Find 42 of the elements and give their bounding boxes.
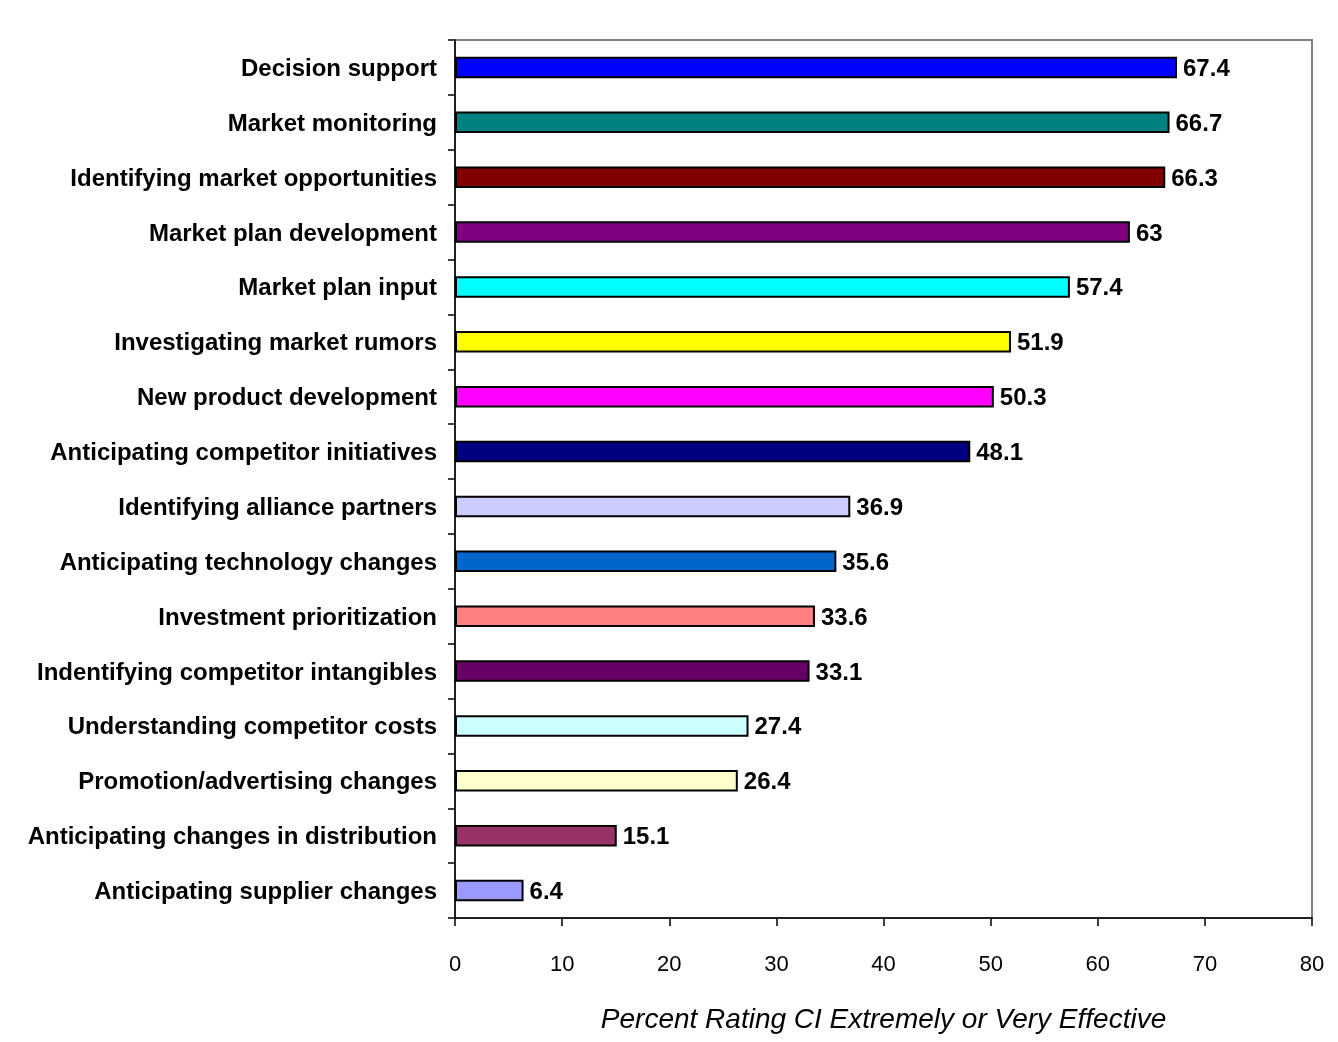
y-tick-label: Understanding competitor costs [67, 712, 437, 740]
x-tick-label: 40 [871, 950, 896, 976]
y-tick-label: Market plan input [238, 273, 437, 301]
data-label: 57.4 [1075, 273, 1124, 301]
y-tick-label: Market monitoring [227, 108, 437, 136]
data-label: 48.1 [976, 438, 1023, 466]
data-label: 66.3 [1171, 163, 1218, 191]
data-label: 35.6 [842, 547, 890, 575]
y-tick-label: Market plan development [148, 218, 437, 246]
y-tick-label: Anticipating competitor initiatives [50, 438, 437, 466]
data-label: 67.4 [1183, 53, 1231, 81]
x-tick-label: 80 [1299, 950, 1325, 976]
data-label: 27.4 [754, 712, 802, 740]
y-tick-label: New product development [136, 383, 437, 411]
x-tick-label: 70 [1192, 950, 1218, 976]
y-tick-label: Anticipating technology changes [59, 547, 437, 575]
y-tick-label: Indentifying competitor intangibles [36, 657, 437, 685]
x-tick-label: 0 [448, 950, 462, 976]
data-label: 6.4 [529, 877, 564, 905]
data-label: 26.4 [743, 767, 792, 795]
y-tick-label: Decision support [240, 53, 437, 81]
y-tick-label: Anticipating supplier changes [94, 877, 437, 905]
data-label: 33.6 [820, 602, 868, 630]
x-tick-label: 20 [657, 950, 682, 976]
data-label: 63 [1135, 218, 1163, 246]
x-tick-label: 60 [1085, 950, 1110, 976]
data-label: 66.7 [1175, 108, 1223, 136]
y-tick-label: Anticipating changes in distribution [27, 822, 437, 850]
x-tick-label: 30 [764, 950, 789, 976]
data-label: 15.1 [622, 822, 670, 850]
y-tick-label: Identifying alliance partners [118, 492, 437, 520]
x-tick-label: 10 [549, 950, 575, 976]
data-label: 36.9 [856, 492, 904, 520]
y-tick-label: Promotion/advertising changes [78, 767, 437, 795]
data-label: 50.3 [999, 383, 1047, 411]
data-label: 51.9 [1016, 328, 1064, 356]
y-tick-label: Identifying market opportunities [70, 163, 437, 191]
x-axis-title: Percent Rating CI Extremely or Very Effective [600, 1002, 1167, 1034]
y-tick-label: Investigating market rumors [114, 328, 437, 356]
x-tick-label: 50 [978, 950, 1003, 976]
data-label: 33.1 [815, 657, 863, 685]
y-tick-label: Investment prioritization [158, 602, 437, 630]
